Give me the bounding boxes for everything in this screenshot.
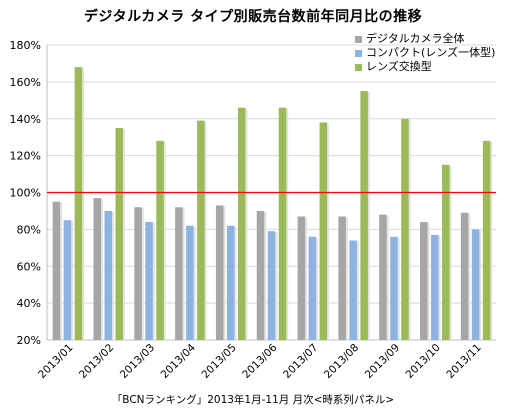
bar-all-2013-08 bbox=[338, 216, 346, 340]
bar-interchangeable-2013-01 bbox=[74, 67, 83, 340]
bar-compact-2013-05 bbox=[226, 225, 235, 340]
y-tick-label: 120% bbox=[10, 150, 41, 163]
bar-compact-2013-11 bbox=[471, 229, 480, 340]
y-tick-label: 20% bbox=[17, 334, 41, 347]
legend-item-all: デジタルカメラ全体 bbox=[355, 32, 495, 46]
bar-all-2013-01 bbox=[52, 201, 61, 340]
bar-all-2013-04 bbox=[175, 207, 183, 340]
bar-interchangeable-2013-04 bbox=[197, 120, 205, 340]
bar-compact-2013-04 bbox=[186, 225, 194, 340]
y-tick-label: 160% bbox=[10, 76, 41, 89]
x-tick-label: 2013/10 bbox=[404, 342, 443, 381]
bar-interchangeable-2013-06 bbox=[278, 107, 287, 340]
y-tick-label: 80% bbox=[17, 223, 41, 236]
chart-title: デジタルカメラ タイプ別販売台数前年同月比の推移 bbox=[83, 9, 423, 25]
bar-interchangeable-2013-03 bbox=[156, 140, 164, 340]
y-tick-label: 140% bbox=[10, 113, 41, 126]
legend-swatch-compact bbox=[355, 49, 362, 57]
x-tick-label: 2013/03 bbox=[118, 342, 157, 381]
x-tick-label: 2013/01 bbox=[36, 342, 75, 381]
x-tick-label: 2013/06 bbox=[240, 341, 280, 381]
x-tick-label: 2013/05 bbox=[199, 342, 238, 381]
bar-all-2013-05 bbox=[215, 205, 224, 340]
y-tick-label: 40% bbox=[17, 297, 41, 310]
bar-compact-2013-03 bbox=[145, 222, 153, 340]
legend-swatch-interchangeable bbox=[355, 63, 362, 71]
x-tick-label: 2013/02 bbox=[77, 342, 116, 381]
bar-compact-2013-07 bbox=[308, 236, 317, 340]
bar-compact-2013-01 bbox=[63, 220, 72, 340]
bar-compact-2013-02 bbox=[104, 210, 112, 340]
x-tick-label: 2013/07 bbox=[281, 342, 320, 381]
legend-item-interchangeable: レンズ交換型 bbox=[355, 60, 495, 74]
y-tick-label: 180% bbox=[10, 39, 41, 52]
bar-interchangeable-2013-07 bbox=[319, 122, 328, 340]
bar-interchangeable-2013-02 bbox=[115, 127, 123, 340]
y-tick-label: 60% bbox=[17, 260, 41, 273]
x-tick-label: 2013/11 bbox=[444, 342, 483, 381]
bar-interchangeable-2013-08 bbox=[360, 91, 368, 340]
bar-interchangeable-2013-10 bbox=[442, 164, 450, 340]
bar-all-2013-11 bbox=[460, 212, 469, 340]
bar-compact-2013-09 bbox=[390, 236, 398, 340]
bar-all-2013-07 bbox=[297, 216, 306, 340]
x-tick-label: 2013/08 bbox=[322, 342, 361, 381]
bar-compact-2013-06 bbox=[267, 231, 276, 340]
legend-label-all: デジタルカメラ全体 bbox=[366, 32, 465, 45]
x-tick-label: 2013/04 bbox=[159, 341, 199, 381]
bar-all-2013-06 bbox=[256, 210, 265, 340]
bar-interchangeable-2013-09 bbox=[401, 118, 409, 340]
bar-interchangeable-2013-11 bbox=[482, 140, 491, 340]
bar-compact-2013-08 bbox=[349, 240, 357, 340]
bar-compact-2013-10 bbox=[431, 234, 439, 340]
y-tick-label: 100% bbox=[10, 187, 41, 200]
bar-all-2013-10 bbox=[420, 222, 428, 340]
bar-interchangeable-2013-05 bbox=[237, 107, 246, 340]
x-tick-label: 2013/09 bbox=[363, 342, 402, 381]
source-note: 「BCNランキング」2013年1月-11月 月次<時系列パネル> bbox=[111, 394, 395, 406]
bar-all-2013-09 bbox=[379, 214, 387, 340]
legend: デジタルカメラ全体 コンパクト(レンズ一体型) レンズ交換型 bbox=[355, 32, 495, 74]
bar-all-2013-03 bbox=[134, 207, 142, 340]
legend-swatch-all bbox=[355, 35, 362, 43]
legend-item-compact: コンパクト(レンズ一体型) bbox=[355, 46, 495, 60]
bar-all-2013-02 bbox=[93, 198, 101, 340]
legend-label-compact: コンパクト(レンズ一体型) bbox=[366, 46, 496, 59]
legend-label-interchangeable: レンズ交換型 bbox=[366, 60, 432, 73]
